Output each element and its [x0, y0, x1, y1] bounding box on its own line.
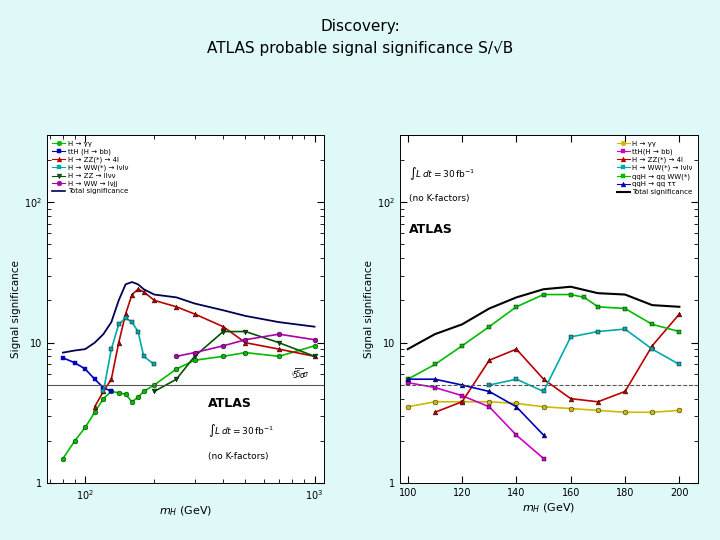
- Y-axis label: Signal significance: Signal significance: [364, 260, 374, 358]
- Legend: H → γγ, ttH (H → bb), H → ZZ(*) → 4l, H → WW(*) → lνlν, H → ZZ → llνν, H → WW → : H → γγ, ttH (H → bb), H → ZZ(*) → 4l, H …: [50, 138, 130, 197]
- X-axis label: $m_H$ (GeV): $m_H$ (GeV): [522, 501, 576, 515]
- X-axis label: $m_H$ (GeV): $m_H$ (GeV): [158, 505, 212, 518]
- Text: $\int L\,dt = 30\,\mathrm{fb}^{-1}$: $\int L\,dt = 30\,\mathrm{fb}^{-1}$: [408, 165, 474, 182]
- Text: $\sqrt{5}\,\sigma$: $\sqrt{5}\,\sigma$: [289, 367, 310, 380]
- Y-axis label: Signal significance: Signal significance: [11, 260, 21, 358]
- Text: (no K-factors): (no K-factors): [207, 452, 268, 461]
- Text: ATLAS: ATLAS: [207, 397, 251, 410]
- Text: $\int L\,dt = 30\,\mathrm{fb}^{-1}$: $\int L\,dt = 30\,\mathrm{fb}^{-1}$: [207, 423, 274, 440]
- Text: 5 $\sigma$: 5 $\sigma$: [292, 369, 306, 380]
- Text: ATLAS: ATLAS: [408, 222, 452, 235]
- Legend: H → γγ, ttH(H → bb), H → ZZ(*) → 4l, H → WW(*) → lνlν, qqH → qq WW(*), qqH → qq : H → γγ, ttH(H → bb), H → ZZ(*) → 4l, H →…: [615, 138, 695, 197]
- Text: ATLAS probable signal significance S/√B: ATLAS probable signal significance S/√B: [207, 40, 513, 56]
- Text: Discovery:: Discovery:: [320, 19, 400, 34]
- Text: (no K-factors): (no K-factors): [408, 194, 469, 203]
